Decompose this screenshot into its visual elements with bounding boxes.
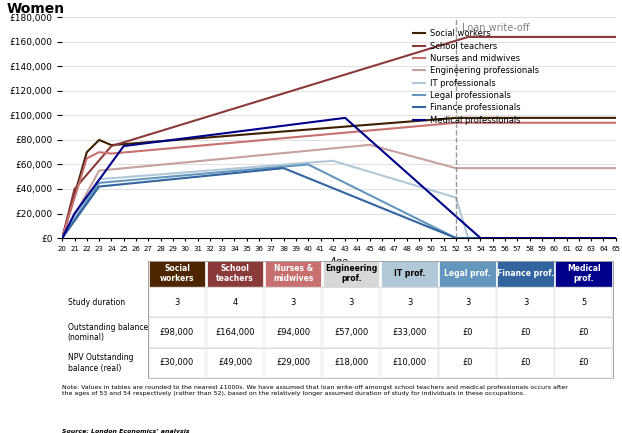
Text: Loan write-off: Loan write-off xyxy=(462,23,529,33)
FancyBboxPatch shape xyxy=(265,287,322,317)
Text: 3: 3 xyxy=(290,297,296,307)
Text: Legal prof.: Legal prof. xyxy=(444,269,491,278)
FancyBboxPatch shape xyxy=(381,261,437,287)
FancyBboxPatch shape xyxy=(555,348,612,378)
Text: Source: London Economics’ analysis: Source: London Economics’ analysis xyxy=(62,429,190,433)
FancyBboxPatch shape xyxy=(149,287,205,317)
Text: Nurses &
midwives: Nurses & midwives xyxy=(273,264,313,284)
FancyBboxPatch shape xyxy=(439,287,496,317)
FancyBboxPatch shape xyxy=(265,317,322,348)
Text: Outstanding balance
(nominal): Outstanding balance (nominal) xyxy=(68,323,148,342)
Text: Finance prof.: Finance prof. xyxy=(497,269,554,278)
Text: £33,000: £33,000 xyxy=(392,328,427,337)
Text: £18,000: £18,000 xyxy=(334,359,369,367)
FancyBboxPatch shape xyxy=(555,261,612,287)
Text: £164,000: £164,000 xyxy=(215,328,255,337)
FancyBboxPatch shape xyxy=(323,348,379,378)
FancyBboxPatch shape xyxy=(149,261,205,287)
FancyBboxPatch shape xyxy=(439,348,496,378)
FancyBboxPatch shape xyxy=(381,317,437,348)
FancyBboxPatch shape xyxy=(498,317,554,348)
FancyBboxPatch shape xyxy=(265,261,322,287)
FancyBboxPatch shape xyxy=(323,317,379,348)
Legend: Social workers, School teachers, Nurses and midwives, Engineering professionals,: Social workers, School teachers, Nurses … xyxy=(409,26,542,128)
Text: Engineering
prof.: Engineering prof. xyxy=(325,264,378,284)
FancyBboxPatch shape xyxy=(207,287,263,317)
FancyBboxPatch shape xyxy=(555,317,612,348)
Text: IT prof.: IT prof. xyxy=(394,269,425,278)
Text: £0: £0 xyxy=(462,359,473,367)
Text: £30,000: £30,000 xyxy=(160,359,194,367)
Text: £0: £0 xyxy=(521,328,531,337)
FancyBboxPatch shape xyxy=(207,261,263,287)
Text: £94,000: £94,000 xyxy=(276,328,310,337)
Text: Social
workers: Social workers xyxy=(160,264,194,284)
Text: Study duration: Study duration xyxy=(68,297,125,307)
Text: £49,000: £49,000 xyxy=(218,359,253,367)
Text: £0: £0 xyxy=(521,359,531,367)
Text: 5: 5 xyxy=(582,297,587,307)
FancyBboxPatch shape xyxy=(265,348,322,378)
FancyBboxPatch shape xyxy=(323,287,379,317)
Text: Medical
prof.: Medical prof. xyxy=(567,264,601,284)
FancyBboxPatch shape xyxy=(323,261,379,287)
Text: 4: 4 xyxy=(233,297,238,307)
Text: NPV Outstanding
balance (real): NPV Outstanding balance (real) xyxy=(68,353,133,372)
Text: School
teachers: School teachers xyxy=(216,264,254,284)
Text: Women: Women xyxy=(6,2,64,16)
Text: £57,000: £57,000 xyxy=(334,328,369,337)
FancyBboxPatch shape xyxy=(555,287,612,317)
FancyBboxPatch shape xyxy=(381,348,437,378)
X-axis label: Age: Age xyxy=(330,257,348,267)
Text: 3: 3 xyxy=(465,297,470,307)
Text: £0: £0 xyxy=(578,359,589,367)
Text: £10,000: £10,000 xyxy=(392,359,427,367)
FancyBboxPatch shape xyxy=(498,348,554,378)
Text: 3: 3 xyxy=(349,297,354,307)
Text: £98,000: £98,000 xyxy=(160,328,194,337)
Text: Note: Values in tables are rounded to the nearest £1000s. We have assumed that l: Note: Values in tables are rounded to th… xyxy=(62,385,568,396)
Text: £0: £0 xyxy=(462,328,473,337)
FancyBboxPatch shape xyxy=(149,317,205,348)
FancyBboxPatch shape xyxy=(439,261,496,287)
Text: £29,000: £29,000 xyxy=(276,359,310,367)
Text: 3: 3 xyxy=(407,297,412,307)
FancyBboxPatch shape xyxy=(207,317,263,348)
FancyBboxPatch shape xyxy=(498,287,554,317)
FancyBboxPatch shape xyxy=(381,287,437,317)
FancyBboxPatch shape xyxy=(498,261,554,287)
FancyBboxPatch shape xyxy=(439,317,496,348)
Text: 3: 3 xyxy=(523,297,529,307)
Text: £0: £0 xyxy=(578,328,589,337)
Text: 3: 3 xyxy=(174,297,180,307)
FancyBboxPatch shape xyxy=(207,348,263,378)
FancyBboxPatch shape xyxy=(149,348,205,378)
